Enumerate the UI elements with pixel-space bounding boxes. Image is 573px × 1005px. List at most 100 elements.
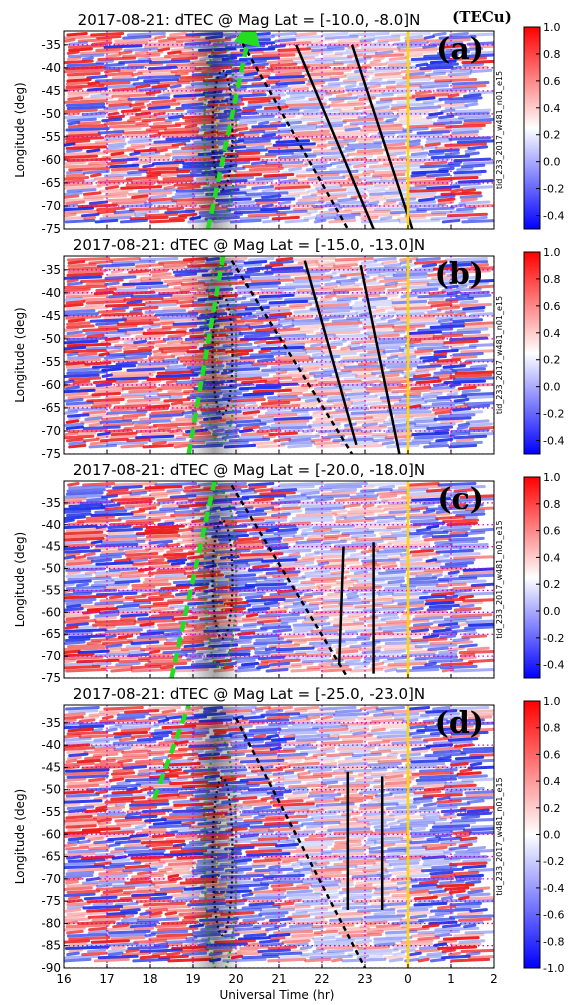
dtec-streak — [277, 567, 296, 572]
solid-front-line — [295, 44, 375, 229]
dtec-streak — [164, 911, 178, 916]
dtec-streak — [440, 564, 468, 569]
dtec-streak — [344, 391, 370, 397]
dtec-streak — [414, 948, 440, 954]
dtec-streak — [106, 145, 125, 150]
dtec-streak — [416, 345, 450, 351]
eclipse-shadow — [186, 256, 243, 454]
dtec-streak — [64, 886, 93, 891]
dtec-streak — [339, 108, 359, 114]
y-tick-label: -75 — [41, 671, 61, 685]
dtec-streak — [287, 914, 311, 919]
dtec-streak — [167, 873, 180, 879]
dtec-streak — [382, 376, 409, 382]
dtec-streak — [292, 622, 331, 627]
dtec-streak — [450, 957, 491, 963]
dtec-streak — [410, 833, 437, 838]
dtec-streak — [137, 616, 175, 621]
dtec-streak — [84, 361, 112, 366]
dtec-streak — [391, 176, 436, 181]
dtec-streak — [257, 836, 289, 842]
dtec-streak — [370, 771, 413, 776]
dtec-streak — [438, 836, 462, 842]
dtec-streak — [131, 585, 156, 591]
dtec-streak — [148, 437, 187, 443]
dtec-streak — [310, 867, 347, 873]
dtec-streak — [306, 266, 352, 271]
dtec-streak — [349, 32, 390, 37]
dtec-streak — [124, 552, 159, 557]
dtec-streak — [80, 603, 115, 609]
dtec-streak — [402, 263, 417, 268]
dtec-streak — [98, 709, 125, 714]
dtec-streak — [291, 401, 334, 406]
dtec-streak — [66, 488, 106, 493]
dtec-streak — [251, 361, 294, 366]
dtec-streak — [64, 160, 86, 166]
dtec-streak — [367, 348, 386, 354]
dtec-streak — [333, 861, 376, 866]
dtec-streak — [369, 191, 403, 196]
dtec-streak — [65, 139, 91, 144]
dtec-streak — [268, 74, 305, 80]
dtec-streak — [275, 561, 315, 566]
dtec-streak — [128, 206, 169, 212]
dtec-streak — [383, 263, 402, 268]
dtec-streak — [98, 81, 131, 86]
dtec-streak — [375, 306, 397, 311]
dtec-streak — [468, 284, 494, 290]
dtec-streak — [415, 62, 429, 68]
dtec-streak — [330, 312, 359, 317]
dtec-streak — [68, 709, 99, 714]
dtec-streak — [153, 721, 181, 727]
dtec-streak — [426, 136, 450, 141]
dtec-streak — [269, 936, 286, 941]
dtec-streak — [394, 422, 417, 427]
dtec-streak — [98, 870, 133, 876]
dtec-streak — [452, 318, 483, 323]
dtec-streak — [432, 32, 447, 37]
dtec-streak — [117, 634, 134, 639]
dtec-streak — [134, 824, 147, 829]
dtec-streak — [329, 74, 347, 80]
dtec-streak — [444, 257, 488, 262]
dtec-streak — [64, 945, 110, 950]
dtec-streak — [378, 485, 396, 490]
dtec-streak — [348, 585, 383, 591]
dtec-streak — [375, 99, 393, 104]
dtec-streak — [325, 926, 370, 932]
dtec-streak — [463, 923, 477, 929]
dtec-streak — [267, 306, 306, 311]
dtec-streak — [355, 536, 398, 542]
dtec-streak — [284, 768, 305, 773]
dtec-streak — [313, 527, 332, 533]
dtec-streak — [64, 957, 92, 963]
dtec-streak — [464, 394, 494, 400]
dtec-streak — [104, 275, 137, 280]
dtec-streak — [350, 506, 382, 511]
dtec-streak — [371, 724, 412, 730]
dtec-streak — [283, 603, 319, 609]
dtec-streak — [120, 185, 163, 190]
dtec-streak — [373, 600, 394, 606]
dtec-streak — [454, 370, 494, 375]
dtec-streak — [462, 62, 485, 68]
dtec-streak — [107, 836, 131, 842]
dtec-streak — [393, 658, 427, 664]
dtec-streak — [97, 821, 112, 826]
dtec-streak — [319, 296, 333, 302]
dtec-streak — [434, 539, 479, 545]
dtec-streak — [441, 287, 482, 293]
dtec-streak — [295, 649, 334, 655]
dtec-streak — [409, 839, 440, 845]
dtec-streak — [83, 194, 128, 199]
dtec-streak — [146, 327, 172, 332]
dtec-streak — [280, 120, 303, 126]
dtec-streak — [267, 827, 301, 832]
dtec-streak — [122, 752, 165, 758]
dtec-streak — [459, 546, 489, 551]
dtec-streak — [377, 746, 410, 751]
dtec-streak — [105, 634, 117, 639]
dtec-streak — [105, 266, 120, 271]
dtec-streak — [64, 87, 83, 92]
